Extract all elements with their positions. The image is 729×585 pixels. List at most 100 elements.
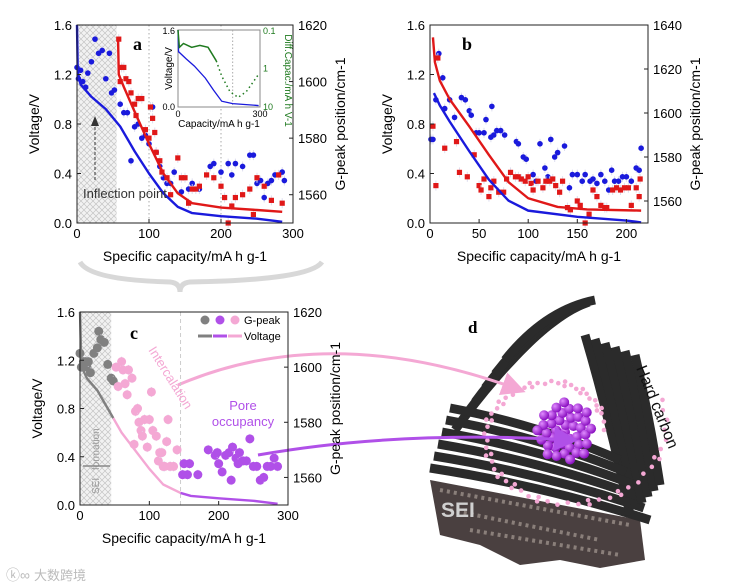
data-point [193,186,199,192]
data-point [139,95,145,102]
formation-annotation: formation [91,428,102,470]
sodium-cluster-ball [542,440,553,451]
data-point [453,139,460,145]
sodium-ion-dot [626,485,631,490]
data-point [204,172,210,178]
data-point [269,453,279,463]
voltage-line [116,37,283,214]
data-point [247,186,253,192]
data-point [430,123,436,129]
sodium-ion-dot [649,464,655,470]
carbon-sheet [620,349,659,492]
data-point [574,198,580,204]
data-point [621,185,628,191]
carbon-sheet [610,345,653,498]
y2-tick-label: 1560 [293,470,322,485]
x-tick-label: 100 [138,226,160,241]
data-point [496,189,502,195]
data-point [128,157,134,164]
data-point [279,200,285,206]
data-point [586,211,592,217]
x-tick-label: 100 [517,226,539,241]
data-point [611,178,618,184]
sodium-ion-dot [660,397,665,403]
sodium-cluster-ball [581,407,592,418]
data-point [241,456,251,466]
sodium-ion-dot [483,417,489,422]
sodium-ion-dot [594,403,599,408]
sodium-ion-dot [494,406,500,411]
y-axis-label: Voltage/V [379,93,395,154]
data-point [615,178,622,184]
data-point [537,141,543,147]
sodium-ion-dot [641,471,646,476]
carbon-sheet [630,353,665,486]
gpeak-series [74,34,288,203]
y-tick-label: 0.4 [407,167,425,182]
data-point [466,108,473,114]
sei-annotation: SEI [91,478,102,494]
data-point [229,172,235,178]
y-tick-label: 1.2 [57,353,75,368]
data-point [153,149,159,155]
data-point [172,445,182,455]
sodium-ion-dot [660,407,666,413]
sodium-ion-dot [522,385,527,390]
data-point [515,141,522,147]
data-point [217,467,227,477]
data-point [127,373,137,383]
data-point [557,189,563,195]
y-tick-label: 0.4 [57,450,75,465]
gpeak-series [178,433,283,486]
chart-panel-a: 0 100 200 3000.00.40.81.21.6156015801600162… [26,18,348,264]
data-point [92,343,102,353]
data-point [94,326,104,336]
y-tick-label: 1.2 [54,68,72,83]
data-point [579,178,586,184]
data-point [85,70,91,76]
data-point [196,183,202,189]
data-point [240,192,246,198]
sodium-ion-dot [542,381,548,387]
legend-marker [230,315,240,325]
sodium-ion-dot [503,395,508,401]
sodium-cluster-ball [572,403,583,414]
data-point [193,470,203,480]
data-point [113,381,123,391]
sodium-ion-dot [527,380,532,386]
data-point [594,180,600,187]
data-point [117,357,127,367]
data-point [501,132,508,138]
inset-xtick: 300 [252,109,267,119]
panel-label-d: d [468,318,478,337]
data-point [567,207,574,213]
data-point [491,132,497,138]
inset-y2tick: 10 [263,102,273,112]
data-point [218,183,224,189]
data-point [468,112,475,118]
data-point [488,185,494,191]
data-point [273,461,283,471]
inset-diff-capac-dotted [215,60,260,99]
y2-tick-label: 1600 [653,106,682,121]
legend: G-peak Voltage [198,315,281,343]
data-point [491,178,497,184]
arrow-head-icon [91,116,99,126]
intercalation-annotation: Intercalation [145,344,195,412]
sodium-ion-dot [576,501,581,507]
data-point [117,78,123,85]
data-point [442,145,448,151]
data-point [481,176,487,182]
data-point [433,183,439,189]
sodium-ion-dot [536,494,541,500]
data-point [234,448,244,458]
data-point [598,171,604,178]
data-point [99,337,109,347]
data-point [551,154,558,160]
inset-xlabel: Capacity/mA h g-1 [178,119,260,130]
data-point [628,202,634,208]
data-point [559,178,566,184]
sodium-ion-dot [489,418,494,423]
